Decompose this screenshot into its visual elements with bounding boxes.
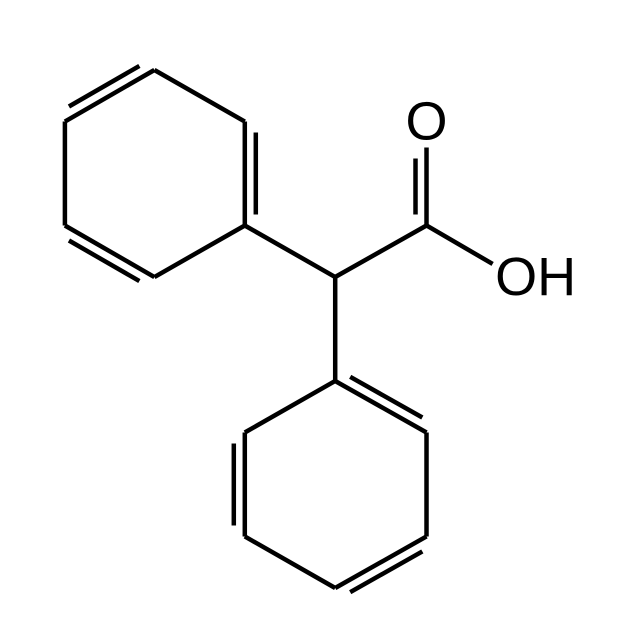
atom-label-oh: OH [495, 247, 576, 307]
bond [335, 381, 426, 433]
bond [245, 225, 335, 277]
atom-label-layer: O OH [406, 92, 577, 307]
molecule-diagram: O OH [0, 0, 640, 638]
bond [335, 225, 426, 277]
bond [427, 225, 493, 263]
atom-label-o: O [406, 92, 448, 152]
bond [335, 536, 426, 588]
bond [245, 536, 335, 588]
bond [245, 381, 335, 433]
bond [154, 225, 244, 277]
bond [65, 70, 154, 122]
bond [65, 225, 154, 277]
bond [154, 70, 244, 122]
